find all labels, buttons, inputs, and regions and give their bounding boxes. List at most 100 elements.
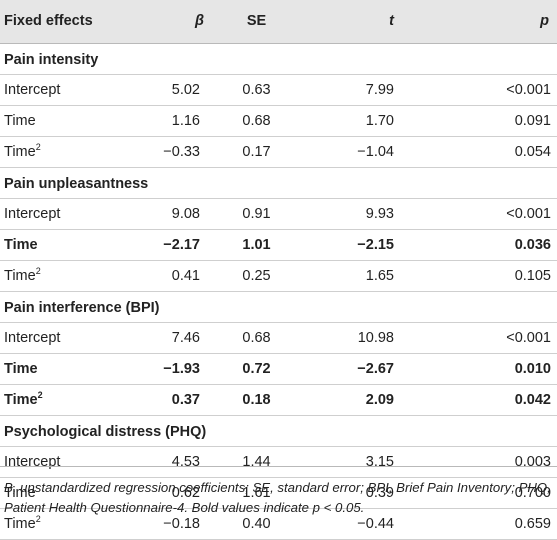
row-label-superscript: 2 bbox=[35, 141, 41, 152]
beta-cell: 4.53 bbox=[150, 446, 208, 478]
beta-cell: 7.46 bbox=[150, 322, 208, 354]
row-label: Time bbox=[0, 353, 150, 385]
table-row: Time −1.93 0.72 −2.67 0.010 bbox=[0, 353, 557, 385]
header-row: Fixed effects β SE t p bbox=[0, 0, 557, 44]
t-cell: −2.67 bbox=[305, 353, 398, 385]
header-p: p bbox=[398, 0, 557, 44]
se-cell: 1.61 bbox=[208, 477, 305, 509]
se-cell: 1.01 bbox=[208, 229, 305, 261]
section-header-row: Psychological distress (PHQ) bbox=[0, 414, 557, 447]
table-footnote: B, unstandardized regression coefficient… bbox=[4, 480, 551, 515]
t-cell: −2.15 bbox=[305, 229, 398, 261]
p-cell: 0.105 bbox=[398, 260, 557, 292]
row-label: Time2 bbox=[0, 136, 150, 168]
table-row: Intercept 5.02 0.63 7.99 <0.001 bbox=[0, 74, 557, 106]
t-cell: 0.39 bbox=[305, 477, 398, 509]
se-cell: 0.17 bbox=[208, 136, 305, 168]
beta-cell: 0.62 bbox=[150, 477, 208, 509]
header-se: SE bbox=[208, 0, 305, 44]
beta-cell: 0.37 bbox=[150, 384, 208, 416]
p-cell: 0.091 bbox=[398, 105, 557, 137]
row-label: Time bbox=[0, 477, 150, 509]
p-cell: <0.001 bbox=[398, 74, 557, 106]
row-label-text: Time bbox=[4, 484, 36, 501]
beta-cell: −2.17 bbox=[150, 229, 208, 261]
beta-cell: 1.16 bbox=[150, 105, 208, 137]
row-label: Time2 bbox=[0, 384, 150, 416]
row-label-text: Intercept bbox=[4, 81, 61, 98]
table-row: Time2 0.41 0.25 1.65 0.105 bbox=[0, 260, 557, 292]
t-cell: 2.09 bbox=[305, 384, 398, 416]
beta-cell: −1.93 bbox=[150, 353, 208, 385]
row-label-text: Intercept bbox=[4, 453, 61, 470]
row-label-text: Time bbox=[4, 112, 36, 129]
section-title: Pain unpleasantness bbox=[0, 166, 557, 199]
row-label: Intercept bbox=[0, 74, 150, 106]
se-cell: 0.25 bbox=[208, 260, 305, 292]
row-label-text: Time bbox=[4, 515, 36, 532]
table-body: Pain intensity Intercept 5.02 0.63 7.99 <0.00… bbox=[0, 43, 557, 540]
section-title: Pain intensity bbox=[0, 43, 557, 75]
beta-cell: 5.02 bbox=[150, 74, 208, 106]
section-header-row: Pain interference (BPI) bbox=[0, 290, 557, 323]
beta-cell: 9.08 bbox=[150, 198, 208, 230]
beta-cell: −0.33 bbox=[150, 136, 208, 168]
row-label: Intercept bbox=[0, 446, 150, 478]
se-cell: 0.68 bbox=[208, 322, 305, 354]
se-cell: 0.63 bbox=[208, 74, 305, 106]
p-cell: 0.003 bbox=[398, 446, 557, 478]
row-label-superscript: 2 bbox=[37, 389, 43, 400]
se-cell: 1.44 bbox=[208, 446, 305, 478]
p-cell: <0.001 bbox=[398, 198, 557, 230]
section-title: Pain interference (BPI) bbox=[0, 290, 557, 323]
t-cell: 7.99 bbox=[305, 74, 398, 106]
table-row: Time −2.17 1.01 −2.15 0.036 bbox=[0, 229, 557, 261]
p-cell: 0.700 bbox=[398, 477, 557, 509]
header-t: t bbox=[305, 0, 398, 44]
header-beta: β bbox=[150, 0, 208, 44]
section-header-row: Pain intensity bbox=[0, 43, 557, 75]
t-cell: −1.04 bbox=[305, 136, 398, 168]
table-row: Time2 0.37 0.18 2.09 0.042 bbox=[0, 384, 557, 416]
row-label-text: Time bbox=[4, 360, 38, 377]
t-cell: 9.93 bbox=[305, 198, 398, 230]
table-row: Intercept 7.46 0.68 10.98 <0.001 bbox=[0, 322, 557, 354]
p-cell: 0.010 bbox=[398, 353, 557, 385]
table-row: Time 1.16 0.68 1.70 0.091 bbox=[0, 105, 557, 137]
table-row: Time 0.62 1.61 0.39 0.700 bbox=[0, 477, 557, 509]
p-cell: 0.036 bbox=[398, 229, 557, 261]
row-label: Intercept bbox=[0, 322, 150, 354]
p-cell: 0.054 bbox=[398, 136, 557, 168]
section-title: Psychological distress (PHQ) bbox=[0, 414, 557, 447]
table-row: Intercept 9.08 0.91 9.93 <0.001 bbox=[0, 198, 557, 230]
se-cell: 0.68 bbox=[208, 105, 305, 137]
row-label-text: Time bbox=[4, 236, 38, 253]
row-label-superscript: 2 bbox=[35, 265, 41, 276]
row-label: Time bbox=[0, 229, 150, 261]
row-label-text: Intercept bbox=[4, 329, 61, 346]
se-cell: 0.91 bbox=[208, 198, 305, 230]
row-label-text: Time bbox=[4, 391, 38, 408]
t-cell: 10.98 bbox=[305, 322, 398, 354]
row-label-text: Time bbox=[4, 143, 36, 160]
row-label-text: Time bbox=[4, 267, 36, 284]
row-label-text: Intercept bbox=[4, 205, 61, 222]
bottom-rule bbox=[0, 466, 557, 467]
t-cell: 1.65 bbox=[305, 260, 398, 292]
beta-cell: 0.41 bbox=[150, 260, 208, 292]
row-label: Intercept bbox=[0, 198, 150, 230]
table-row: Intercept 4.53 1.44 3.15 0.003 bbox=[0, 446, 557, 478]
section-header-row: Pain unpleasantness bbox=[0, 166, 557, 199]
row-label: Time bbox=[0, 105, 150, 137]
se-cell: 0.18 bbox=[208, 384, 305, 416]
t-cell: 3.15 bbox=[305, 446, 398, 478]
se-cell: 0.72 bbox=[208, 353, 305, 385]
table-row: Time2 −0.33 0.17 −1.04 0.054 bbox=[0, 136, 557, 168]
row-label-superscript: 2 bbox=[35, 513, 41, 524]
p-cell: <0.001 bbox=[398, 322, 557, 354]
p-cell: 0.042 bbox=[398, 384, 557, 416]
header-fixed-effects: Fixed effects bbox=[0, 0, 150, 44]
t-cell: 1.70 bbox=[305, 105, 398, 137]
